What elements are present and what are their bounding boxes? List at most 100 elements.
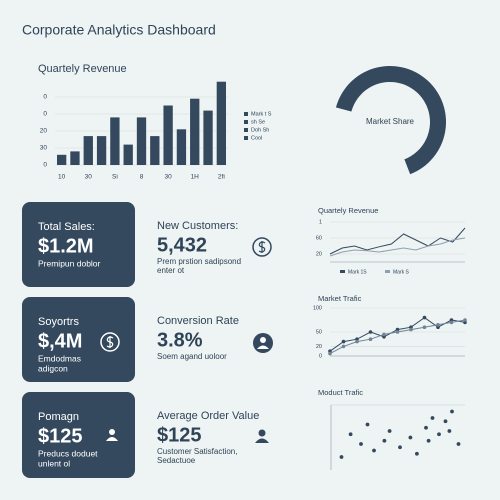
y-tick-label: 20: [316, 251, 322, 257]
legend-swatch: [244, 112, 248, 116]
legend-label: sh Se: [251, 119, 265, 125]
y-tick-label: 100: [313, 305, 322, 311]
x-tick-label: Si: [112, 174, 118, 181]
point: [422, 315, 427, 320]
card-title: Pomagn: [38, 411, 79, 423]
point: [368, 337, 373, 342]
bar: [123, 144, 133, 165]
y-tick-label: 20: [40, 128, 48, 135]
pie-slice: [335, 65, 446, 175]
chart-title: Market Trafic: [318, 294, 362, 303]
metric-title: Average Order Value: [157, 410, 259, 422]
y-tick-label: 1: [319, 219, 322, 225]
point: [422, 325, 427, 330]
point: [355, 339, 359, 344]
bar: [136, 117, 147, 165]
x-tick-label: 10: [58, 174, 66, 181]
legend-swatch: [385, 270, 390, 273]
legend-swatch: [244, 136, 248, 140]
y-tick-label: 0: [43, 94, 47, 101]
y-tick-label: 50: [316, 329, 322, 335]
point: [426, 438, 431, 443]
bar: [176, 129, 187, 165]
point: [398, 445, 402, 450]
y-tick-label: 0: [319, 353, 322, 359]
bar: [56, 154, 67, 165]
point: [449, 320, 454, 325]
card: [22, 392, 135, 478]
point: [348, 432, 353, 437]
point: [359, 442, 363, 446]
bar: [96, 136, 107, 165]
line: [329, 237, 466, 257]
legend-label: Mark 1S: [348, 269, 367, 275]
metric-note: Soem agand uoloor: [157, 352, 227, 361]
icon: [106, 336, 114, 348]
bar: [83, 136, 93, 165]
point: [436, 323, 440, 327]
x-tick-label: 30: [164, 174, 172, 181]
icon: [257, 345, 269, 349]
card-value: $1.2M: [38, 235, 94, 257]
point: [409, 327, 413, 332]
x-tick-label: 8: [140, 174, 144, 181]
legend-label: Mark S: [393, 269, 410, 275]
cards: [22, 202, 135, 478]
point: [395, 330, 400, 334]
x-tick-label: 1H: [191, 174, 200, 181]
point: [341, 339, 346, 344]
point: [387, 429, 392, 433]
point: [365, 422, 370, 427]
icon: [109, 429, 115, 435]
x-tick-label: 30: [85, 174, 93, 181]
card-value: $,4M: [38, 330, 82, 352]
metric-note: Sedactuoe: [157, 456, 196, 465]
bar: [110, 117, 120, 165]
card-title: Total Sales:: [38, 221, 95, 233]
point: [328, 351, 332, 356]
bar: [216, 81, 227, 165]
point: [372, 448, 376, 453]
point: [382, 438, 387, 443]
point: [408, 435, 413, 440]
point: [450, 409, 454, 414]
legend-swatch: [244, 120, 248, 124]
page-title: Corporate Analytics Dashboard: [22, 22, 216, 38]
metric-value: 3.8%: [157, 329, 203, 351]
y-tick-label: 20: [316, 344, 322, 350]
point: [447, 429, 452, 433]
point: [341, 344, 346, 349]
legend-swatch: [244, 128, 248, 132]
card: [22, 297, 135, 382]
icon: [106, 437, 118, 441]
chart-title: Quartely Revenue: [318, 206, 378, 215]
icon: [100, 332, 120, 352]
icons: [100, 237, 273, 443]
point: [443, 419, 448, 424]
point: [339, 455, 344, 459]
chart-title: Quartely Revenue: [38, 63, 127, 75]
card-title: Soyortrs: [38, 316, 79, 328]
icon: [258, 429, 266, 437]
point: [424, 425, 428, 430]
pie-slice: [334, 107, 411, 178]
y-tick-label: 30: [40, 145, 48, 152]
metric-value: 5,432: [157, 234, 207, 256]
y-tick-label: 0: [43, 111, 47, 118]
card-note: Emdodmas: [38, 353, 81, 363]
card: [22, 202, 135, 287]
point: [437, 432, 441, 437]
bar: [150, 136, 160, 165]
metric-title: New Customers:: [157, 220, 238, 232]
point: [430, 416, 435, 420]
icon: [260, 337, 266, 343]
bar: [203, 110, 213, 165]
point: [368, 330, 373, 334]
point: [415, 451, 419, 456]
metric-note: enter ot: [157, 266, 185, 275]
card-value: $125: [38, 425, 83, 447]
metric-title: Conversion Rate: [157, 315, 239, 327]
metric-note: Prem prstion sadipsond: [157, 257, 241, 266]
